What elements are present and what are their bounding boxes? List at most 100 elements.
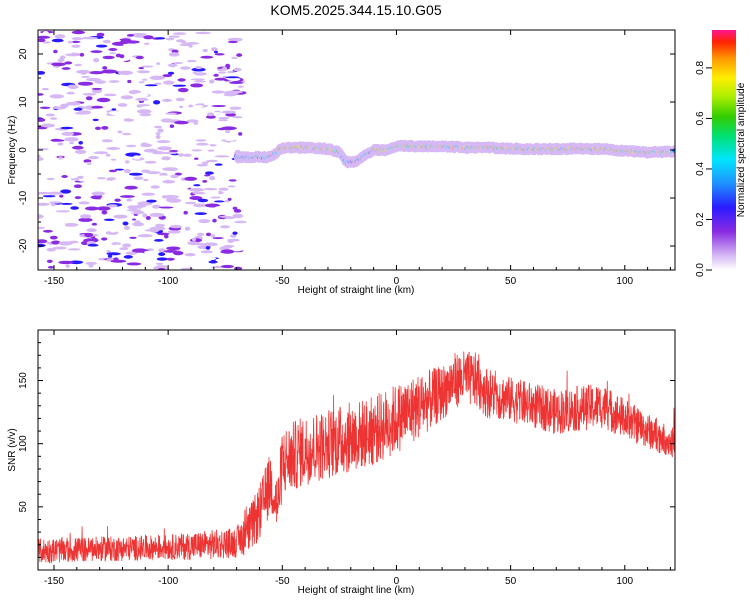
noise-cell (156, 257, 168, 261)
noise-cell (122, 201, 136, 204)
noise-cell (88, 246, 94, 250)
noise-cell (220, 264, 234, 269)
noise-cell (141, 207, 151, 212)
colorbar-label: Normalized spectral amplitude (736, 82, 747, 217)
noise-cell (177, 78, 186, 82)
noise-cell (218, 119, 228, 122)
noise-cell (127, 205, 140, 210)
noise-cell (207, 149, 215, 152)
noise-cell (191, 149, 203, 152)
noise-cell (218, 193, 234, 197)
noise-cell (161, 156, 171, 161)
noise-cell (148, 41, 161, 46)
noise-cell (134, 220, 141, 224)
noise-cell (100, 196, 112, 200)
y-tick-label: 20 (18, 48, 29, 60)
noise-cell (93, 151, 109, 155)
noise-cell (206, 159, 218, 163)
noise-cell (47, 191, 63, 195)
noise-cell (193, 105, 204, 108)
noise-cell (79, 52, 85, 57)
noise-cell (138, 81, 145, 84)
noise-cell (119, 195, 135, 198)
noise-cell (131, 33, 147, 36)
noise-cell (70, 206, 79, 210)
noise-cell (136, 70, 151, 74)
signal-cell (672, 148, 675, 153)
noise-cell (50, 235, 58, 240)
noise-cell (51, 62, 66, 67)
noise-cell (58, 223, 66, 227)
noise-cell (58, 260, 74, 265)
noise-cell (193, 184, 201, 187)
noise-cell (68, 174, 78, 179)
noise-cell (210, 47, 218, 52)
noise-cell (183, 210, 188, 215)
noise-cell (168, 150, 179, 152)
noise-cell (88, 168, 102, 172)
noise-cell (82, 93, 97, 96)
noise-cell (100, 121, 111, 126)
noise-cell (95, 44, 108, 48)
noise-cell (141, 264, 150, 269)
noise-cell (53, 49, 58, 54)
noise-cell (194, 72, 207, 76)
noise-cell (123, 168, 131, 174)
noise-cell (110, 259, 127, 263)
noise-cell (78, 217, 93, 222)
noise-cell (57, 58, 65, 63)
noise-cell (82, 63, 87, 68)
x-tick-label: 50 (505, 276, 517, 287)
noise-cell (91, 87, 103, 90)
noise-cell (144, 160, 157, 164)
noise-cell (106, 252, 121, 256)
noise-cell (184, 176, 198, 181)
noise-cell (120, 95, 134, 100)
noise-cell (221, 126, 237, 131)
noise-cell (138, 67, 144, 70)
noise-cell (85, 96, 93, 101)
noise-cell (200, 55, 214, 59)
noise-cell (38, 71, 46, 75)
noise-cell (227, 77, 241, 81)
colorbar-tick-label: 0.8 (695, 61, 706, 75)
y-tick-label: -10 (18, 190, 29, 205)
noise-cell (75, 69, 91, 74)
noise-cell (211, 90, 225, 94)
noise-cell (86, 162, 92, 165)
noise-cell (51, 240, 61, 245)
noise-cell (227, 239, 234, 243)
noise-cell (162, 74, 173, 78)
noise-cell (108, 80, 120, 83)
noise-cell (194, 157, 199, 160)
noise-cell (237, 85, 244, 88)
noise-cell (101, 69, 118, 74)
noise-cell (127, 126, 137, 131)
noise-cell (152, 204, 161, 209)
noise-cell (193, 34, 201, 37)
noise-cell (57, 51, 73, 54)
noise-cell (109, 52, 117, 55)
noise-cell (132, 218, 136, 221)
noise-cell (184, 69, 190, 74)
noise-cell (219, 246, 230, 251)
noise-cell (217, 68, 224, 72)
noise-cell (139, 113, 152, 117)
noise-cell (146, 171, 161, 175)
noise-cell (117, 103, 128, 107)
noise-cell (104, 93, 117, 97)
noise-cell (74, 63, 82, 67)
noise-cell (214, 53, 225, 56)
noise-cell (205, 257, 217, 261)
noise-cell (230, 234, 237, 238)
noise-cell (130, 60, 141, 64)
noise-cell (202, 224, 208, 229)
noise-cell (46, 247, 56, 252)
noise-cell (65, 69, 69, 73)
noise-cell (234, 266, 243, 270)
x-tick-label: 100 (616, 576, 633, 587)
noise-cell (154, 125, 163, 129)
x-tick-label: 50 (505, 576, 517, 587)
noise-cell (71, 37, 84, 41)
noise-cell (54, 139, 65, 142)
